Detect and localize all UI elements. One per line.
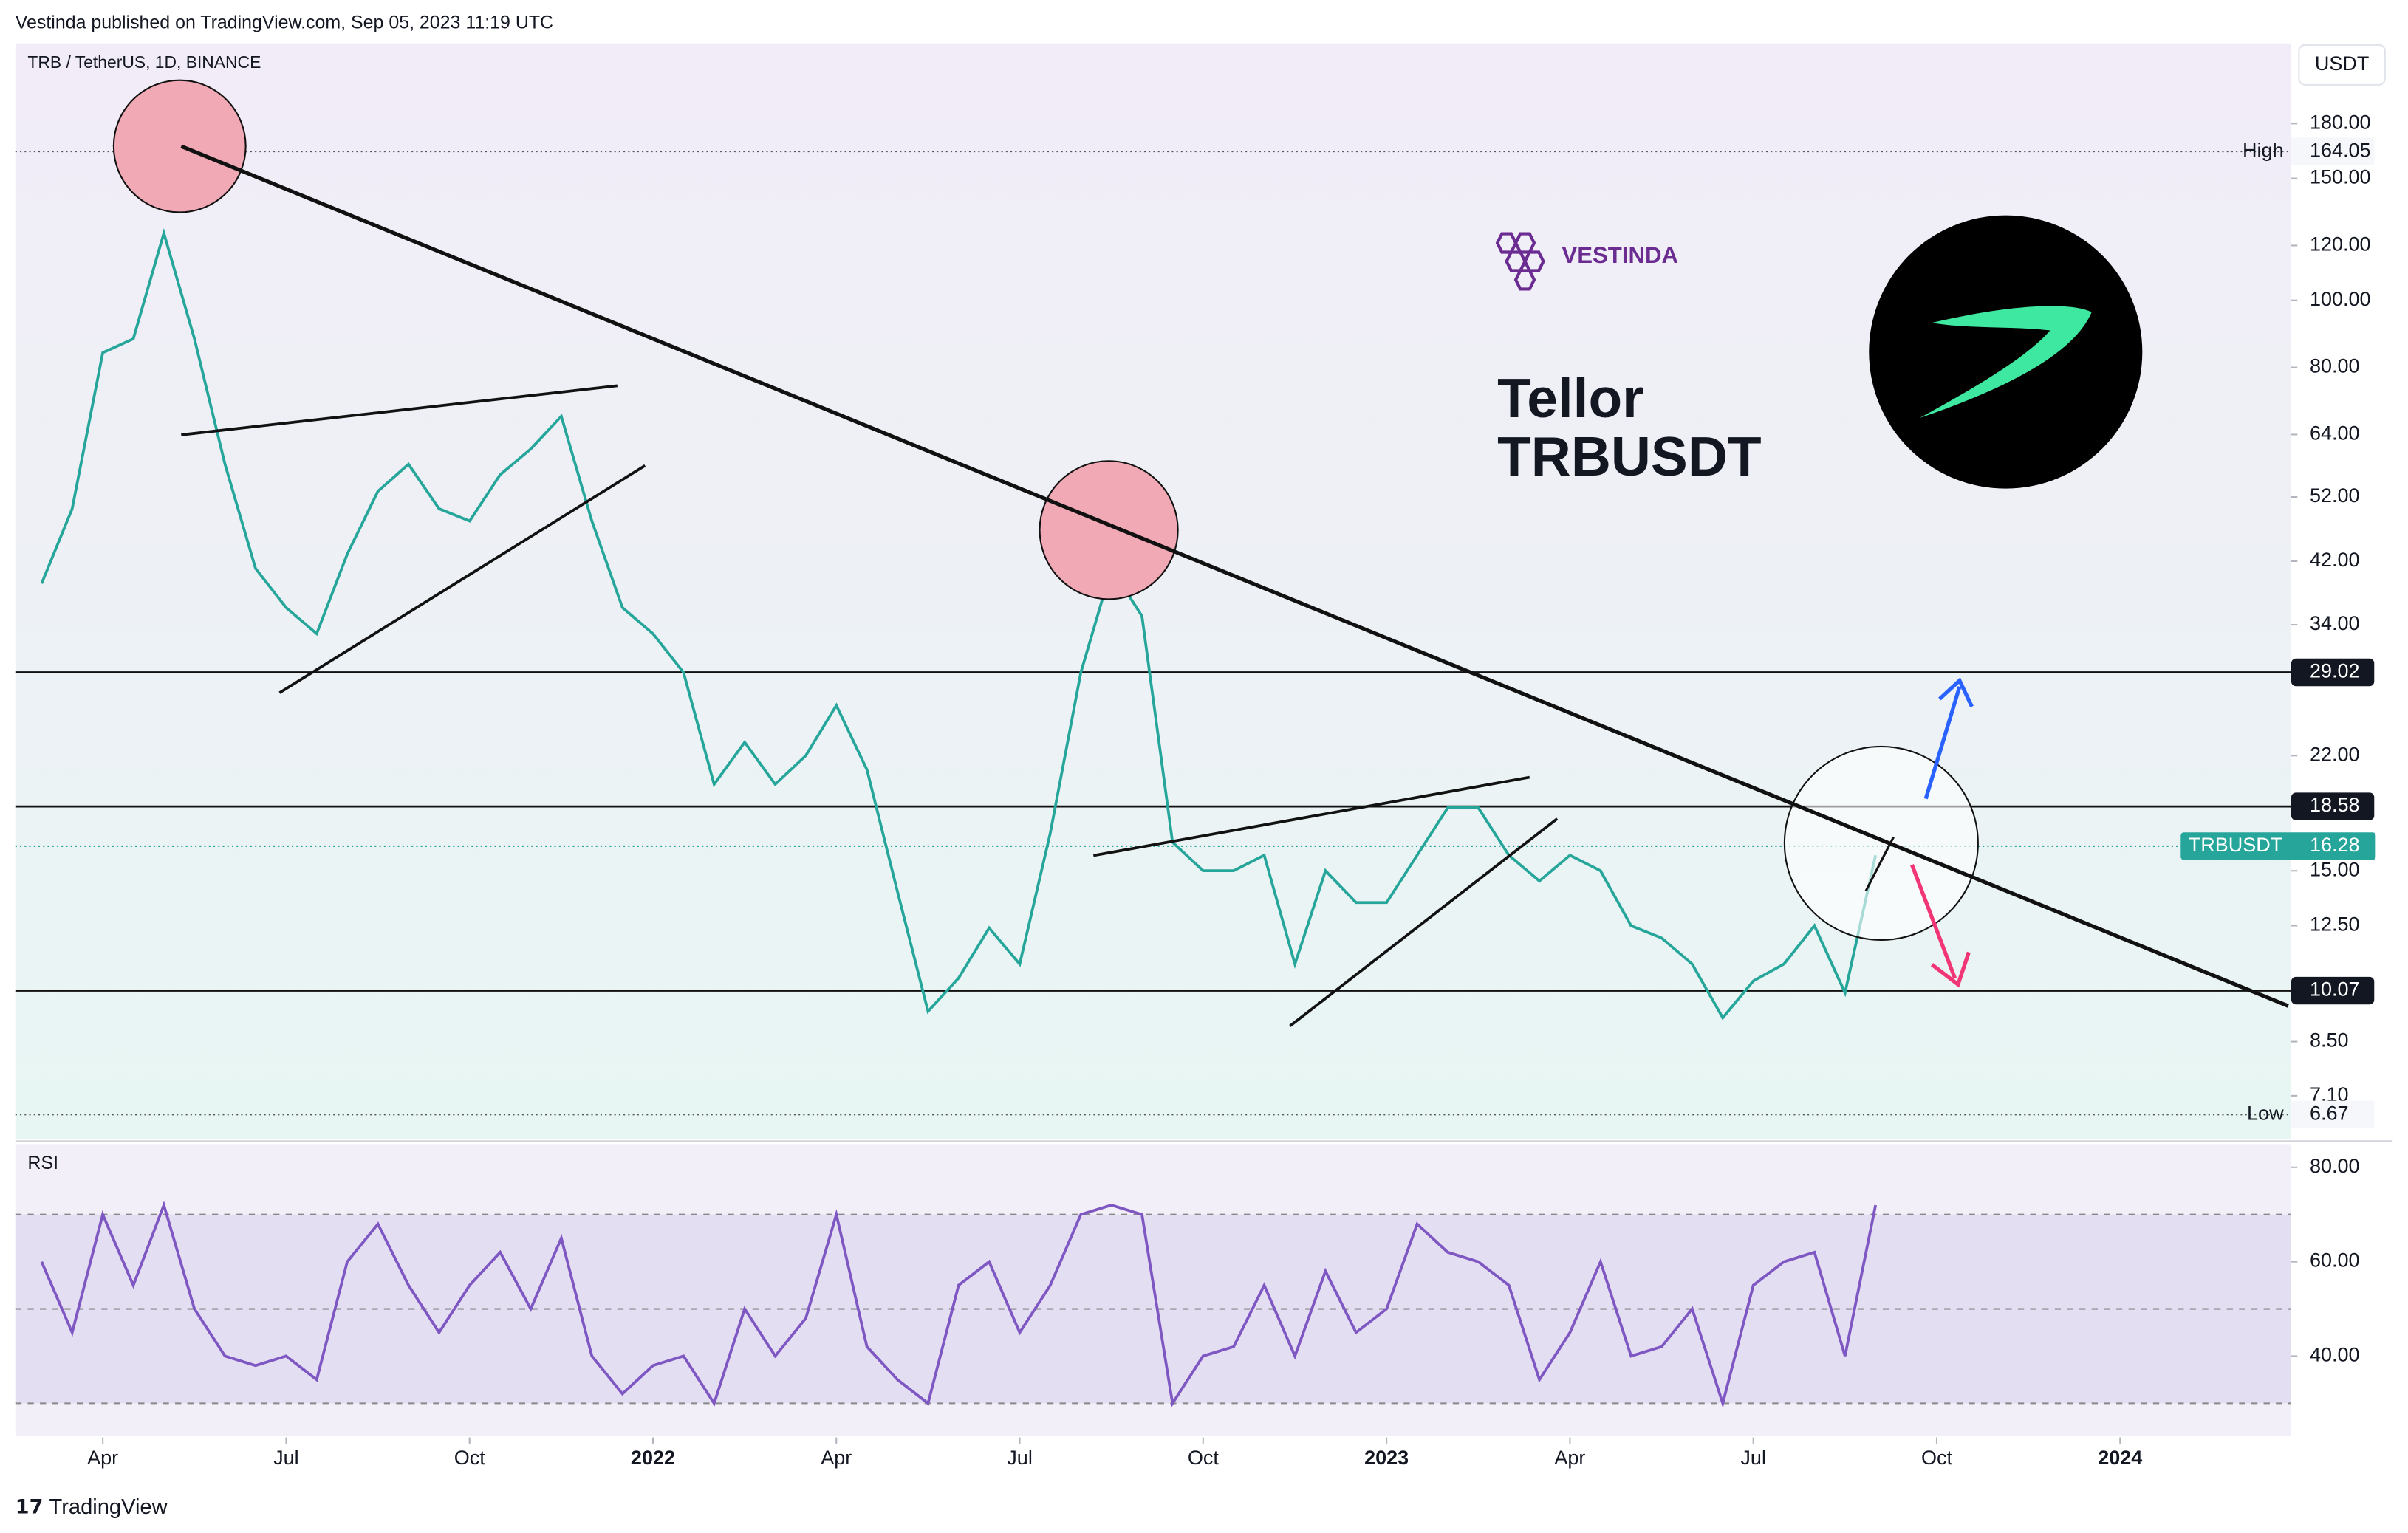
y-tick-label: 80.00 bbox=[2310, 355, 2360, 377]
x-tick-label: Jul bbox=[1740, 1447, 1766, 1469]
vestinda-logo bbox=[1495, 232, 1545, 291]
trend-line bbox=[181, 384, 618, 436]
x-tick-label: Apr bbox=[1554, 1447, 1585, 1469]
x-tick-label: 2022 bbox=[631, 1447, 675, 1469]
level-label: 18.58 bbox=[2310, 794, 2360, 816]
trend-line bbox=[1092, 775, 1530, 857]
y-tick-label: 8.50 bbox=[2310, 1029, 2349, 1052]
last-price-value: 16.28 bbox=[2310, 834, 2360, 856]
extreme-box bbox=[2291, 137, 2375, 165]
x-tick-label: Apr bbox=[821, 1447, 852, 1469]
coin-logo bbox=[1869, 215, 2143, 489]
last-price-name: TRBUSDT bbox=[2189, 834, 2283, 856]
series-line bbox=[40, 1201, 1878, 1409]
x-tick-label: 2024 bbox=[2098, 1447, 2142, 1469]
extreme-label: Low bbox=[2247, 1102, 2284, 1124]
highlight-circle bbox=[1039, 460, 1179, 600]
trend-line bbox=[278, 464, 646, 694]
extreme-value: 164.05 bbox=[2310, 139, 2371, 161]
footer-icon: 𝟭𝟳 bbox=[16, 1495, 44, 1517]
y-tick-label: 34.00 bbox=[2310, 612, 2360, 634]
y-tick-label: 12.50 bbox=[2310, 913, 2360, 936]
price-pane bbox=[15, 43, 2291, 1140]
trend-line bbox=[1864, 836, 1895, 892]
published: Vestinda published on TradingView.com, S… bbox=[16, 12, 553, 32]
level-box bbox=[2291, 792, 2375, 820]
highlight-circle bbox=[112, 79, 247, 213]
brand-icon bbox=[1495, 232, 1545, 291]
x-tick-label: Oct bbox=[1921, 1447, 1953, 1469]
extreme-label: High bbox=[2243, 139, 2284, 161]
currency-box bbox=[2298, 44, 2386, 86]
x-tick-label: 2023 bbox=[1364, 1447, 1409, 1469]
y-tick-label: 42.00 bbox=[2310, 549, 2360, 571]
coin-name: Tellor bbox=[1497, 367, 1643, 429]
level-label: 10.07 bbox=[2310, 978, 2360, 1001]
level-box bbox=[2291, 976, 2375, 1005]
footer: TradingView bbox=[49, 1495, 168, 1519]
down-arrow bbox=[1910, 864, 1971, 988]
y-tick-label: 64.00 bbox=[2310, 422, 2360, 445]
x-tick-label: Oct bbox=[454, 1447, 486, 1469]
y-tick-label: 180.00 bbox=[2310, 111, 2371, 133]
symbol: TRB / TetherUS, 1D, BINANCE bbox=[27, 52, 261, 72]
series-line bbox=[40, 227, 1878, 1021]
up-arrow bbox=[1923, 677, 1974, 800]
extreme-value: 6.67 bbox=[2310, 1102, 2349, 1124]
x-tick-label: Jul bbox=[1007, 1447, 1033, 1469]
x-tick-label: Oct bbox=[1188, 1447, 1220, 1469]
y-tick-label: 120.00 bbox=[2310, 233, 2371, 256]
marks: Apr Jul Oct 2022 Apr Jul Oct 2023 Apr Jul Oct 2024 1… bbox=[15, 111, 2376, 1469]
coin-logo-mark bbox=[1919, 306, 2092, 419]
y-tick-label: 22.00 bbox=[2310, 743, 2360, 765]
drawings bbox=[112, 79, 2289, 1027]
currency: USDT bbox=[2315, 52, 2370, 75]
y-tick-label: 60.00 bbox=[2310, 1249, 2360, 1272]
level-box bbox=[2291, 658, 2375, 687]
y-tick-label: 100.00 bbox=[2310, 288, 2371, 310]
trend-line bbox=[180, 144, 2289, 1008]
last-price-box bbox=[2180, 832, 2376, 860]
brand: VESTINDA bbox=[1562, 242, 1678, 268]
y-tick-label: 80.00 bbox=[2310, 1155, 2360, 1177]
y-tick-label: 150.00 bbox=[2310, 166, 2371, 188]
y-tick-label: 40.00 bbox=[2310, 1344, 2360, 1366]
ticker: TRBUSDT bbox=[1497, 425, 1761, 487]
trend-line bbox=[1289, 817, 1559, 1027]
rsi-label: RSI bbox=[27, 1153, 58, 1173]
highlight-circle bbox=[1783, 745, 1979, 941]
y-tick-label: 15.00 bbox=[2310, 858, 2360, 880]
y-tick-label: 52.00 bbox=[2310, 484, 2360, 507]
x-tick-label: Apr bbox=[87, 1447, 118, 1469]
extreme-box bbox=[2291, 1100, 2375, 1129]
x-tick-label: Jul bbox=[273, 1447, 299, 1469]
level-label: 29.02 bbox=[2310, 660, 2360, 682]
